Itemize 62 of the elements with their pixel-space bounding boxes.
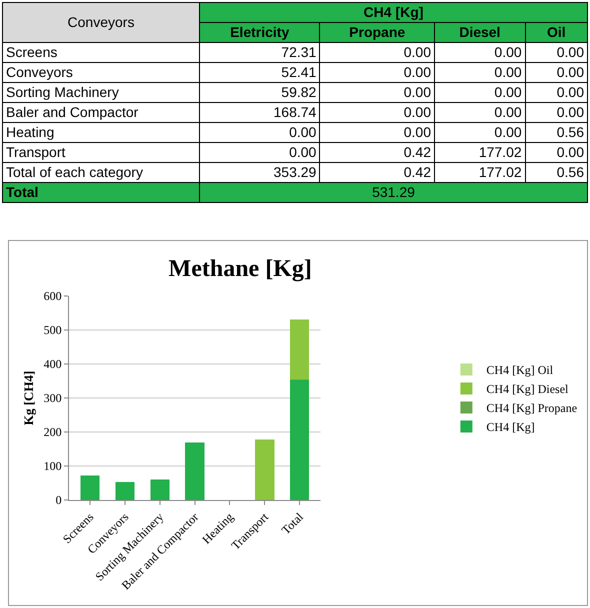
y-tick-label: Total of each category: [2, 162, 200, 182]
data-label: 0.00: [434, 82, 526, 102]
y-tick-label: Screens: [2, 42, 200, 62]
y-tick-label: 600: [44, 289, 62, 304]
data-label: 0.00: [200, 142, 320, 162]
bar: [255, 440, 274, 500]
legend-label: CH4 [Kg] Diesel: [486, 382, 570, 396]
bar: [290, 320, 310, 380]
data-label: 0.00: [525, 142, 588, 162]
y-tick-label: Heating: [2, 122, 200, 142]
data-label: 59.82: [200, 82, 320, 102]
data-label: 0.56: [525, 162, 588, 182]
bar: [115, 482, 135, 500]
x-tick-label: Oil: [525, 22, 588, 42]
data-label: 72.31: [200, 42, 320, 62]
y-tick-label: Baler and Compactor: [2, 102, 200, 122]
legend-label: CH4 [Kg] Propane: [486, 401, 578, 416]
data-label: 52.41: [200, 62, 320, 82]
data-label: 0.00: [525, 102, 588, 122]
y-tick-label: Transport: [2, 142, 200, 162]
y-axis-title: Kg [CH4]: [21, 370, 36, 426]
chart-title: CH4 [Kg]: [200, 2, 588, 22]
data-label: 0.00: [320, 42, 434, 62]
data-label: 0.00: [434, 62, 526, 82]
data-label: 0.00: [320, 82, 434, 102]
x-tick-label: Eletricity: [200, 22, 320, 42]
y-tick-label: 100: [44, 459, 62, 474]
data-label: 177.02: [434, 142, 526, 162]
y-tick-label: 400: [44, 357, 62, 372]
data-label: 0.00: [434, 42, 526, 62]
x-tick-label: Diesel: [434, 22, 526, 42]
y-tick-label: 300: [44, 391, 62, 406]
data-label: 0.42: [320, 142, 434, 162]
bar: [150, 480, 170, 500]
bar: [80, 475, 100, 500]
y-tick-label: 200: [44, 425, 62, 440]
data-label: 0.56: [525, 122, 588, 142]
data-label: 0.00: [434, 122, 526, 142]
bar: [290, 380, 310, 500]
y-tick-label: 0: [56, 493, 62, 508]
data-label: 0.00: [320, 62, 434, 82]
legend-label: CH4 [Kg] Oil: [486, 363, 554, 378]
data-label: 0.00: [200, 122, 320, 142]
data-label: 0.00: [320, 122, 434, 142]
data-label: 0.00: [525, 42, 588, 62]
data-label: 177.02: [434, 162, 526, 182]
data-label: 168.74: [200, 102, 320, 122]
data-label: 0.00: [525, 62, 588, 82]
y-tick-label: 500: [44, 323, 62, 338]
chart-title: Methane [Kg]: [168, 256, 312, 282]
data-label: 353.29: [200, 162, 320, 182]
data-label: 0.42: [320, 162, 434, 182]
bar: [185, 442, 204, 500]
data-label: 0.00: [320, 102, 434, 122]
y-tick-label: Conveyors: [2, 62, 200, 82]
text: 531.29: [200, 182, 588, 202]
legend-label: CH4 [Kg]: [486, 420, 535, 434]
y-tick-label: Sorting Machinery: [2, 82, 200, 102]
text: Total: [2, 182, 200, 202]
data-label: 0.00: [525, 82, 588, 102]
x-tick-label: Propane: [320, 22, 434, 42]
data-label: 0.00: [434, 102, 526, 122]
